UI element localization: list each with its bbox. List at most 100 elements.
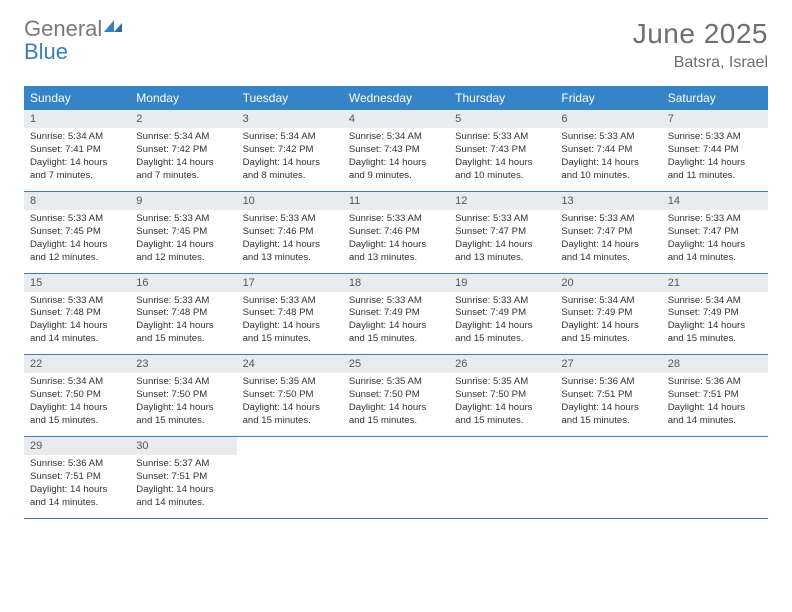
day-number: 23: [130, 355, 236, 373]
day-cell: 21Sunrise: 5:34 AMSunset: 7:49 PMDayligh…: [662, 274, 768, 355]
day-number: [555, 437, 661, 455]
day-cell: [237, 437, 343, 518]
day-body: Sunrise: 5:36 AMSunset: 7:51 PMDaylight:…: [555, 373, 661, 436]
day-number: 20: [555, 274, 661, 292]
day-cell: 8Sunrise: 5:33 AMSunset: 7:45 PMDaylight…: [24, 192, 130, 273]
day-number: 21: [662, 274, 768, 292]
day-number: 28: [662, 355, 768, 373]
day-cell: 14Sunrise: 5:33 AMSunset: 7:47 PMDayligh…: [662, 192, 768, 273]
dow-label: Sunday: [24, 86, 130, 110]
day-body: Sunrise: 5:34 AMSunset: 7:50 PMDaylight:…: [24, 373, 130, 436]
day-number: 14: [662, 192, 768, 210]
day-cell: 4Sunrise: 5:34 AMSunset: 7:43 PMDaylight…: [343, 110, 449, 191]
day-body: Sunrise: 5:33 AMSunset: 7:48 PMDaylight:…: [237, 292, 343, 355]
logo-text-gray: General: [24, 16, 102, 41]
day-number: 15: [24, 274, 130, 292]
week-row: 15Sunrise: 5:33 AMSunset: 7:48 PMDayligh…: [24, 274, 768, 356]
day-body: [662, 455, 768, 513]
day-cell: 9Sunrise: 5:33 AMSunset: 7:45 PMDaylight…: [130, 192, 236, 273]
day-cell: 19Sunrise: 5:33 AMSunset: 7:49 PMDayligh…: [449, 274, 555, 355]
day-body: Sunrise: 5:33 AMSunset: 7:44 PMDaylight:…: [555, 128, 661, 191]
day-cell: 29Sunrise: 5:36 AMSunset: 7:51 PMDayligh…: [24, 437, 130, 518]
day-cell: 16Sunrise: 5:33 AMSunset: 7:48 PMDayligh…: [130, 274, 236, 355]
day-body: Sunrise: 5:33 AMSunset: 7:43 PMDaylight:…: [449, 128, 555, 191]
day-cell: 20Sunrise: 5:34 AMSunset: 7:49 PMDayligh…: [555, 274, 661, 355]
day-cell: 10Sunrise: 5:33 AMSunset: 7:46 PMDayligh…: [237, 192, 343, 273]
day-number: 18: [343, 274, 449, 292]
dow-label: Saturday: [662, 86, 768, 110]
day-number: 9: [130, 192, 236, 210]
day-number: 8: [24, 192, 130, 210]
day-body: Sunrise: 5:36 AMSunset: 7:51 PMDaylight:…: [24, 455, 130, 518]
day-cell: 1Sunrise: 5:34 AMSunset: 7:41 PMDaylight…: [24, 110, 130, 191]
day-number: 25: [343, 355, 449, 373]
day-number: 13: [555, 192, 661, 210]
week-row: 29Sunrise: 5:36 AMSunset: 7:51 PMDayligh…: [24, 437, 768, 519]
day-number: [449, 437, 555, 455]
day-cell: 11Sunrise: 5:33 AMSunset: 7:46 PMDayligh…: [343, 192, 449, 273]
dow-row: SundayMondayTuesdayWednesdayThursdayFrid…: [24, 86, 768, 110]
day-cell: 28Sunrise: 5:36 AMSunset: 7:51 PMDayligh…: [662, 355, 768, 436]
dow-label: Wednesday: [343, 86, 449, 110]
week-row: 22Sunrise: 5:34 AMSunset: 7:50 PMDayligh…: [24, 355, 768, 437]
week-row: 1Sunrise: 5:34 AMSunset: 7:41 PMDaylight…: [24, 110, 768, 192]
day-body: [449, 455, 555, 513]
day-cell: [343, 437, 449, 518]
day-cell: 24Sunrise: 5:35 AMSunset: 7:50 PMDayligh…: [237, 355, 343, 436]
day-body: Sunrise: 5:33 AMSunset: 7:48 PMDaylight:…: [24, 292, 130, 355]
day-cell: 23Sunrise: 5:34 AMSunset: 7:50 PMDayligh…: [130, 355, 236, 436]
day-body: Sunrise: 5:34 AMSunset: 7:50 PMDaylight:…: [130, 373, 236, 436]
day-number: 30: [130, 437, 236, 455]
day-cell: 7Sunrise: 5:33 AMSunset: 7:44 PMDaylight…: [662, 110, 768, 191]
day-cell: 15Sunrise: 5:33 AMSunset: 7:48 PMDayligh…: [24, 274, 130, 355]
day-body: Sunrise: 5:33 AMSunset: 7:47 PMDaylight:…: [449, 210, 555, 273]
day-body: Sunrise: 5:36 AMSunset: 7:51 PMDaylight:…: [662, 373, 768, 436]
day-cell: 3Sunrise: 5:34 AMSunset: 7:42 PMDaylight…: [237, 110, 343, 191]
day-body: Sunrise: 5:34 AMSunset: 7:43 PMDaylight:…: [343, 128, 449, 191]
day-number: 17: [237, 274, 343, 292]
day-number: 29: [24, 437, 130, 455]
day-body: Sunrise: 5:34 AMSunset: 7:49 PMDaylight:…: [555, 292, 661, 355]
logo-text: General Blue: [24, 18, 122, 64]
day-number: 6: [555, 110, 661, 128]
day-number: 19: [449, 274, 555, 292]
day-body: Sunrise: 5:33 AMSunset: 7:46 PMDaylight:…: [343, 210, 449, 273]
day-number: 22: [24, 355, 130, 373]
day-body: Sunrise: 5:33 AMSunset: 7:45 PMDaylight:…: [130, 210, 236, 273]
day-body: [555, 455, 661, 513]
page-title: June 2025: [633, 18, 768, 50]
location-label: Batsra, Israel: [633, 54, 768, 72]
day-body: [237, 455, 343, 513]
day-cell: 22Sunrise: 5:34 AMSunset: 7:50 PMDayligh…: [24, 355, 130, 436]
day-cell: 30Sunrise: 5:37 AMSunset: 7:51 PMDayligh…: [130, 437, 236, 518]
day-number: 3: [237, 110, 343, 128]
day-cell: 26Sunrise: 5:35 AMSunset: 7:50 PMDayligh…: [449, 355, 555, 436]
day-number: 10: [237, 192, 343, 210]
day-number: [237, 437, 343, 455]
day-body: Sunrise: 5:34 AMSunset: 7:42 PMDaylight:…: [130, 128, 236, 191]
weeks-container: 1Sunrise: 5:34 AMSunset: 7:41 PMDaylight…: [24, 110, 768, 519]
day-body: Sunrise: 5:33 AMSunset: 7:44 PMDaylight:…: [662, 128, 768, 191]
day-cell: [555, 437, 661, 518]
day-number: 4: [343, 110, 449, 128]
day-body: Sunrise: 5:35 AMSunset: 7:50 PMDaylight:…: [343, 373, 449, 436]
logo: General Blue: [24, 18, 122, 64]
day-body: Sunrise: 5:33 AMSunset: 7:49 PMDaylight:…: [343, 292, 449, 355]
day-cell: 12Sunrise: 5:33 AMSunset: 7:47 PMDayligh…: [449, 192, 555, 273]
day-body: Sunrise: 5:34 AMSunset: 7:42 PMDaylight:…: [237, 128, 343, 191]
day-body: Sunrise: 5:33 AMSunset: 7:49 PMDaylight:…: [449, 292, 555, 355]
day-number: 7: [662, 110, 768, 128]
day-number: 2: [130, 110, 236, 128]
header: General Blue June 2025 Batsra, Israel: [0, 0, 792, 78]
day-number: 1: [24, 110, 130, 128]
day-number: 16: [130, 274, 236, 292]
day-cell: 18Sunrise: 5:33 AMSunset: 7:49 PMDayligh…: [343, 274, 449, 355]
day-body: Sunrise: 5:37 AMSunset: 7:51 PMDaylight:…: [130, 455, 236, 518]
day-number: 27: [555, 355, 661, 373]
day-body: Sunrise: 5:34 AMSunset: 7:41 PMDaylight:…: [24, 128, 130, 191]
week-row: 8Sunrise: 5:33 AMSunset: 7:45 PMDaylight…: [24, 192, 768, 274]
dow-label: Thursday: [449, 86, 555, 110]
dow-label: Monday: [130, 86, 236, 110]
logo-mark-icon: [104, 18, 122, 37]
day-cell: 17Sunrise: 5:33 AMSunset: 7:48 PMDayligh…: [237, 274, 343, 355]
